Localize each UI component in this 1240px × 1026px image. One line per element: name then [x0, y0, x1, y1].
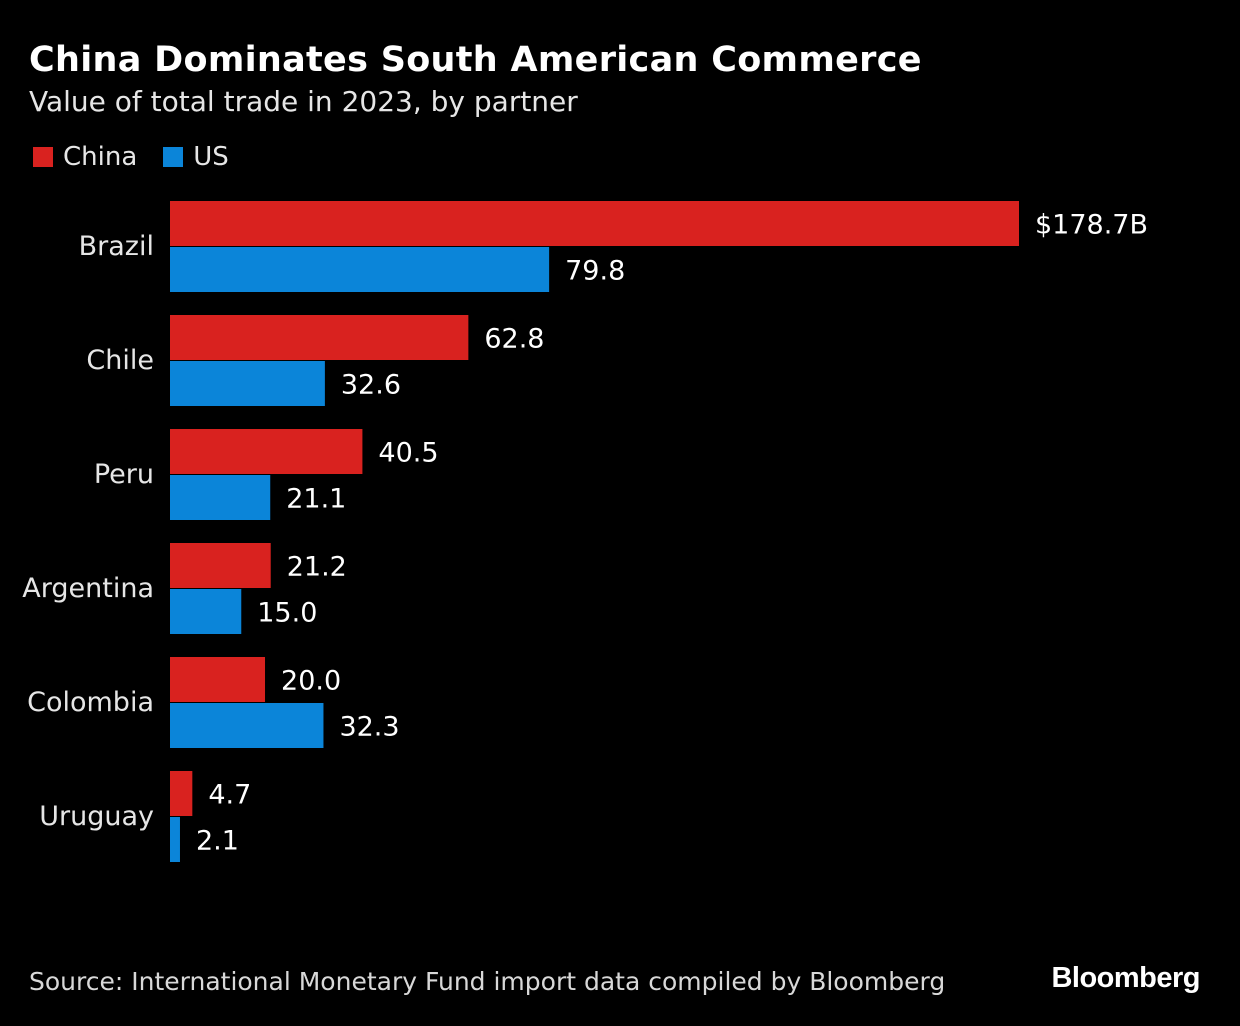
- category-label-brazil: Brazil: [79, 231, 154, 262]
- data-label-us-uruguay: 2.1: [196, 826, 239, 857]
- legend-swatch-china: [33, 147, 53, 167]
- category-label-uruguay: Uruguay: [39, 801, 154, 832]
- category-label-peru: Peru: [94, 459, 154, 490]
- bar-china-uruguay: [170, 771, 193, 816]
- data-label-us-chile: 32.6: [341, 370, 401, 401]
- category-label-colombia: Colombia: [27, 687, 154, 718]
- bar-us-brazil: [170, 247, 550, 292]
- chart-subtitle: Value of total trade in 2023, by partner: [29, 85, 578, 118]
- data-label-china-argentina: 21.2: [287, 552, 347, 583]
- chart-title: China Dominates South American Commerce: [29, 40, 922, 80]
- bar-us-chile: [170, 361, 325, 406]
- legend-swatch-us: [163, 147, 184, 167]
- data-label-china-brazil: $178.7B: [1035, 210, 1148, 241]
- bar-china-argentina: [170, 543, 271, 588]
- bar-us-uruguay: [170, 817, 180, 862]
- bar-china-chile: [170, 315, 469, 360]
- category-label-chile: Chile: [86, 345, 154, 376]
- bar-chart: Brazil $178.7B 79.8 Chile 62.8 32.6 Peru 40.5 21…: [22, 201, 1148, 862]
- legend-item-us: US: [163, 142, 229, 172]
- data-label-us-peru: 21.1: [286, 484, 346, 515]
- data-label-us-colombia: 32.3: [339, 712, 399, 743]
- legend-label-us: US: [193, 142, 229, 172]
- data-label-china-peru: 40.5: [378, 438, 438, 469]
- legend: China US: [33, 142, 255, 172]
- data-label-us-brazil: 79.8: [565, 256, 625, 287]
- bar-china-peru: [170, 429, 363, 474]
- bar-china-colombia: [170, 657, 266, 702]
- bloomberg-logo: Bloomberg: [1051, 962, 1200, 994]
- data-label-us-argentina: 15.0: [257, 598, 317, 629]
- legend-item-china: China: [33, 142, 137, 172]
- data-label-china-uruguay: 4.7: [208, 780, 251, 811]
- bar-us-colombia: [170, 703, 324, 748]
- bar-us-peru: [170, 475, 271, 520]
- data-label-china-chile: 62.8: [484, 324, 544, 355]
- bar-china-brazil: [170, 201, 1019, 246]
- bar-us-argentina: [170, 589, 242, 634]
- legend-label-china: China: [63, 142, 138, 172]
- source-note: Source: International Monetary Fund impo…: [29, 967, 946, 996]
- category-label-argentina: Argentina: [22, 573, 154, 604]
- data-label-china-colombia: 20.0: [281, 666, 341, 697]
